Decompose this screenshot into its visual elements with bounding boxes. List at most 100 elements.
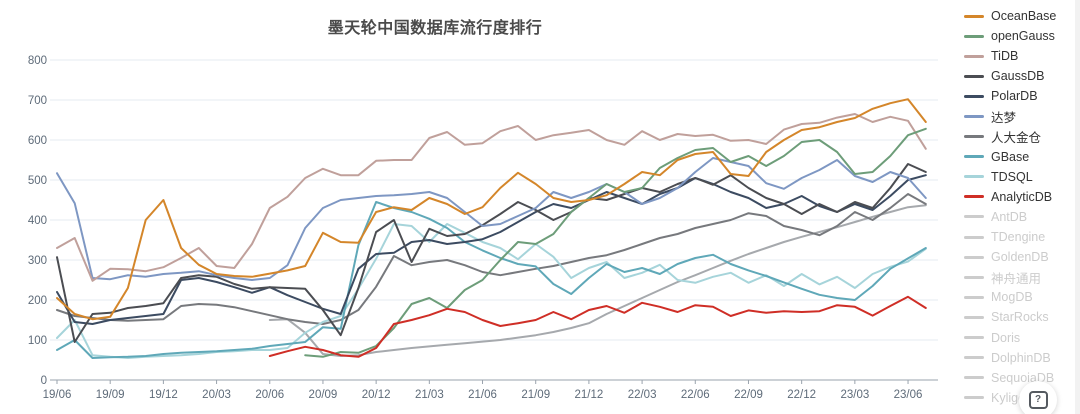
- legend-item-神舟通用[interactable]: 神舟通用: [964, 267, 1080, 287]
- page-title: 墨天轮中国数据库流行度排行: [327, 20, 543, 37]
- legend-item-GoldenDB[interactable]: GoldenDB: [964, 247, 1080, 267]
- legend-swatch-icon: [964, 255, 984, 259]
- legend-swatch-icon: [964, 94, 984, 98]
- legend-label: DolphinDB: [991, 350, 1051, 365]
- series-line-GaussDB[interactable]: [56, 163, 927, 343]
- legend-swatch-icon: [964, 336, 984, 340]
- x-axis-label-21/09: 21/09: [521, 389, 550, 401]
- legend-swatch-icon: [964, 376, 984, 380]
- legend-swatch-icon: [964, 135, 984, 139]
- legend-swatch-icon: [964, 74, 984, 78]
- chart-legend: OceanBase openGauss TiDB GaussDB PolarDB 达梦人大…: [964, 6, 1080, 408]
- y-axis-label-500: 500: [28, 175, 47, 187]
- legend-label: MogDB: [991, 290, 1033, 305]
- question-dialog-icon: ?: [1028, 391, 1048, 409]
- legend-item-AntDB[interactable]: AntDB: [964, 207, 1080, 227]
- legend-label: OceanBase: [991, 9, 1057, 24]
- legend-swatch-icon: [964, 396, 984, 400]
- legend-swatch-icon: [964, 235, 984, 239]
- legend-swatch-icon: [964, 54, 984, 58]
- x-axis-label-19/09: 19/09: [96, 389, 125, 401]
- x-axis-label-21/06: 21/06: [468, 389, 497, 401]
- legend-label: AntDB: [991, 209, 1028, 224]
- legend-label: TiDB: [991, 49, 1019, 64]
- y-axis-label-300: 300: [28, 255, 47, 267]
- legend-item-openGauss[interactable]: openGauss: [964, 26, 1080, 46]
- x-axis-label-22/12: 22/12: [787, 389, 816, 401]
- legend-item-达梦[interactable]: 达梦: [964, 106, 1080, 126]
- legend-item-AnalyticDB[interactable]: AnalyticDB: [964, 187, 1080, 207]
- legend-item-TDSQL[interactable]: TDSQL: [964, 167, 1080, 187]
- legend-item-DolphinDB[interactable]: DolphinDB: [964, 348, 1080, 368]
- x-axis-label-20/09: 20/09: [309, 389, 338, 401]
- legend-label: 神舟通用: [991, 271, 1042, 286]
- legend-swatch-icon: [964, 155, 984, 159]
- legend-label: TDSQL: [991, 169, 1033, 184]
- legend-label: TDengine: [991, 230, 1046, 245]
- legend-item-MogDB[interactable]: MogDB: [964, 287, 1080, 307]
- x-axis-label-22/06: 22/06: [681, 389, 710, 401]
- legend-swatch-icon: [964, 356, 984, 360]
- legend-item-TiDB[interactable]: TiDB: [964, 46, 1080, 66]
- legend-item-SequoiaDB[interactable]: SequoiaDB: [964, 368, 1080, 388]
- legend-swatch-icon: [964, 175, 984, 179]
- x-axis-label-20/06: 20/06: [255, 389, 284, 401]
- legend-item-TDengine[interactable]: TDengine: [964, 227, 1080, 247]
- y-axis-label-600: 600: [28, 135, 47, 147]
- legend-swatch-icon: [964, 275, 984, 279]
- series-line-人大金仓[interactable]: [56, 193, 927, 325]
- legend-item-OceanBase[interactable]: OceanBase: [964, 6, 1080, 26]
- page-scrollbar[interactable]: [1075, 0, 1080, 414]
- series-line-openGauss[interactable]: [304, 127, 927, 358]
- legend-swatch-icon: [964, 115, 984, 119]
- y-axis-label-700: 700: [28, 95, 47, 107]
- y-axis-label-200: 200: [28, 295, 47, 307]
- x-axis-label-19/12: 19/12: [149, 389, 178, 401]
- series-line-GBase[interactable]: [56, 201, 927, 359]
- legend-label: GBase: [991, 149, 1030, 164]
- x-axis-label-23/03: 23/03: [840, 389, 869, 401]
- legend-label: openGauss: [991, 29, 1055, 44]
- series-line-OceanBase[interactable]: [56, 98, 927, 321]
- x-axis-label-22/09: 22/09: [734, 389, 763, 401]
- legend-label: StarRocks: [991, 310, 1049, 325]
- y-axis-label-800: 800: [28, 55, 47, 67]
- series-line-MogDB[interactable]: [268, 204, 927, 357]
- legend-swatch-icon: [964, 14, 984, 18]
- y-axis-label-400: 400: [28, 215, 47, 227]
- legend-label: GaussDB: [991, 69, 1045, 84]
- legend-item-人大金仓[interactable]: 人大金仓: [964, 127, 1080, 147]
- x-axis-label-19/06: 19/06: [43, 389, 72, 401]
- legend-item-GBase[interactable]: GBase: [964, 147, 1080, 167]
- legend-swatch-icon: [964, 315, 984, 319]
- legend-swatch-icon: [964, 195, 984, 199]
- x-axis-label-20/12: 20/12: [362, 389, 391, 401]
- legend-label: 达梦: [991, 111, 1017, 126]
- legend-label: AnalyticDB: [991, 189, 1053, 204]
- help-button[interactable]: ?: [1019, 381, 1057, 414]
- series-line-TiDB[interactable]: [56, 113, 927, 282]
- legend-swatch-icon: [964, 215, 984, 219]
- legend-swatch-icon: [964, 295, 984, 299]
- legend-item-Doris[interactable]: Doris: [964, 328, 1080, 348]
- legend-label: 人大金仓: [991, 131, 1042, 146]
- legend-item-GaussDB[interactable]: GaussDB: [964, 66, 1080, 86]
- series-line-TDSQL[interactable]: [56, 223, 927, 359]
- legend-swatch-icon: [964, 34, 984, 38]
- legend-label: GoldenDB: [991, 250, 1049, 265]
- legend-label: Doris: [991, 330, 1021, 345]
- x-axis-label-23/06: 23/06: [894, 389, 923, 401]
- y-axis-label-100: 100: [28, 335, 47, 347]
- legend-label: PolarDB: [991, 89, 1038, 104]
- legend-item-PolarDB[interactable]: PolarDB: [964, 86, 1080, 106]
- series-line-PolarDB[interactable]: [56, 174, 927, 325]
- x-axis-label-20/03: 20/03: [202, 389, 231, 401]
- x-axis-label-21/03: 21/03: [415, 389, 444, 401]
- series-line-达梦[interactable]: [56, 157, 927, 281]
- legend-item-StarRocks[interactable]: StarRocks: [964, 307, 1080, 327]
- y-axis-label-0: 0: [41, 375, 47, 387]
- x-axis-label-21/12: 21/12: [575, 389, 604, 401]
- series-line-AnalyticDB[interactable]: [268, 295, 927, 358]
